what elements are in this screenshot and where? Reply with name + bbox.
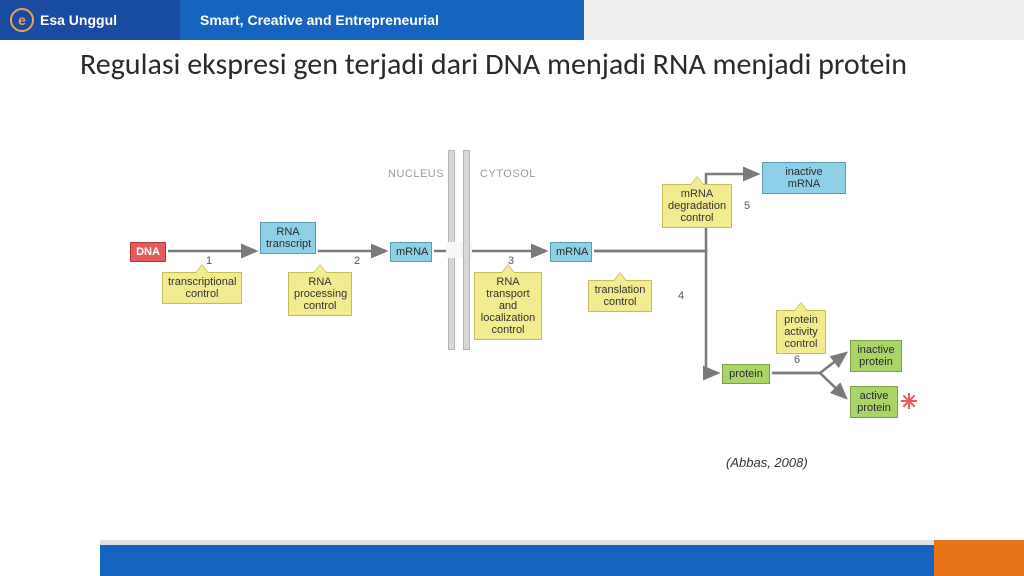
box-dna: DNA — [130, 242, 166, 262]
step-number-1: 1 — [206, 255, 212, 267]
step-number-4: 4 — [678, 290, 684, 302]
box-inactive-protein: inactive protein — [850, 340, 902, 372]
step-number-3: 3 — [508, 255, 514, 267]
box-mrna-nucleus: mRNA — [390, 242, 432, 262]
box-protein: protein — [722, 364, 770, 384]
logo-icon: e — [10, 8, 34, 32]
header-spacer — [584, 0, 1024, 40]
control-1-transcriptional: transcriptional control — [162, 272, 242, 304]
box-rna-transcript: RNA transcript — [260, 222, 316, 254]
step-number-5: 5 — [744, 200, 750, 212]
control-3-rna-transport: RNA transport and localization control — [474, 272, 542, 340]
nucleus-label: NUCLEUS — [388, 168, 444, 180]
header-bar: e Esa Unggul Smart, Creative and Entrepr… — [0, 0, 1024, 40]
gene-expression-diagram: NUCLEUS CYTOSOL DNA RNA transcript mRNA … — [130, 150, 930, 430]
citation-text: (Abbas, 2008) — [726, 455, 808, 470]
cytosol-label: CYTOSOL — [480, 168, 536, 180]
box-inactive-mrna: inactive mRNA — [762, 162, 846, 194]
box-active-protein: active protein — [850, 386, 898, 418]
burst-icon — [900, 392, 918, 410]
page-title: Regulasi ekspresi gen terjadi dari DNA m… — [0, 40, 1024, 87]
control-5-mrna-degradation: mRNA degradation control — [662, 184, 732, 228]
control-4-translation: translation control — [588, 280, 652, 312]
box-mrna-cytosol: mRNA — [550, 242, 592, 262]
nuclear-membrane — [448, 150, 470, 350]
step-number-2: 2 — [354, 255, 360, 267]
header-tagline: Smart, Creative and Entrepreneurial — [180, 0, 584, 40]
uni-name: Esa Unggul — [40, 12, 117, 28]
header-logo-block: e Esa Unggul — [0, 0, 180, 40]
step-number-6: 6 — [794, 354, 800, 366]
footer-bar — [0, 540, 1024, 576]
control-2-rna-processing: RNA processing control — [288, 272, 352, 316]
control-6-protein-activity: protein activity control — [776, 310, 826, 354]
